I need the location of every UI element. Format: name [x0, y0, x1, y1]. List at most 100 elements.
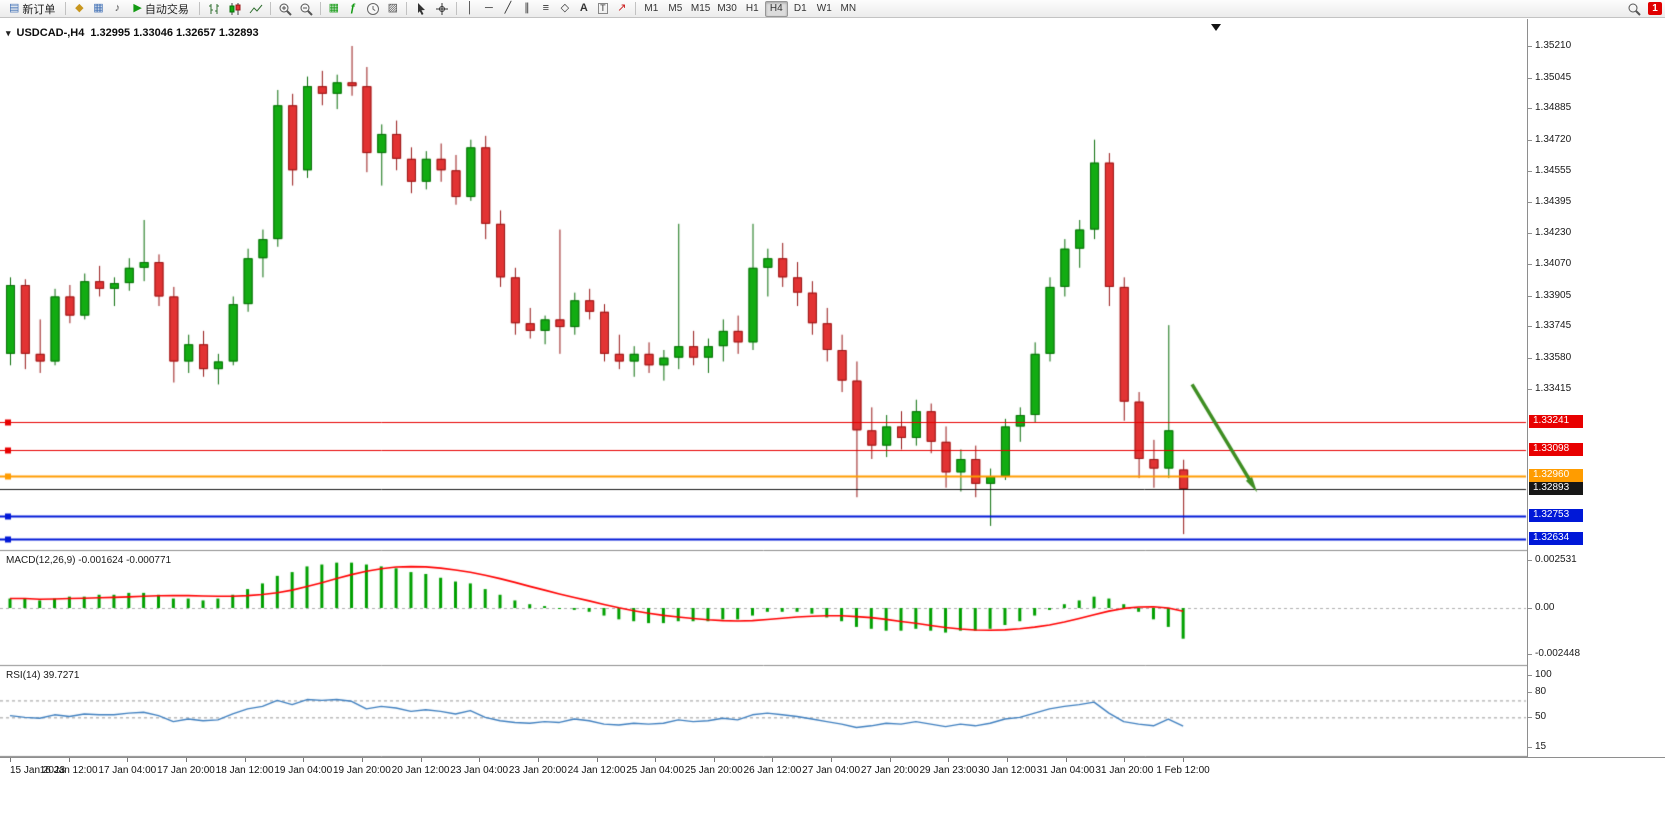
macd-axis-tick [1528, 608, 1532, 609]
toolbar-separator [269, 2, 271, 15]
rsi-axis-label: 15 [1535, 740, 1547, 752]
rsi-axis-tick [1528, 691, 1532, 693]
news-icon: ♪ [114, 2, 121, 14]
templates-button[interactable]: ▨ [384, 1, 402, 17]
new-order-button[interactable]: ▤ 新订单 [3, 1, 61, 17]
time-axis-label: 24 Jan 12:00 [567, 765, 626, 776]
time-axis-tick [127, 758, 129, 762]
bar-chart-button[interactable] [204, 1, 224, 17]
price-axis-tick [1528, 46, 1532, 47]
clock-icon [366, 2, 380, 16]
timeframe-h1-button[interactable]: H1 [741, 1, 764, 17]
price-axis-tick [1528, 77, 1532, 79]
label-tool-button[interactable]: T [594, 1, 612, 17]
time-axis[interactable]: 15 Jan 2023 16 Jan 12:00 17 Jan 04:00 17 Ja… [0, 757, 1665, 786]
rsi-axis-tick [1528, 717, 1532, 719]
toolbar-separator [405, 2, 407, 15]
shapes-tool-button[interactable]: ◇ [556, 1, 574, 17]
indicators-button[interactable]: ƒ [344, 1, 362, 17]
timeframe-w1-button[interactable]: W1 [813, 1, 836, 17]
trendline-icon: ╱ [504, 2, 512, 14]
crosshair-button[interactable] [432, 1, 452, 17]
search-button[interactable] [1624, 1, 1644, 17]
candlestick-chart-button[interactable] [225, 1, 245, 17]
time-axis-label: 18 Jan 12:00 [215, 765, 274, 776]
price-axis-label: 1.34395 [1535, 195, 1572, 207]
chart-shift-marker-icon[interactable] [1211, 24, 1221, 31]
timeframe-mn-button[interactable]: MN [837, 1, 860, 17]
rsi-axis-tick [1528, 746, 1532, 748]
price-chart-canvas[interactable] [0, 19, 1527, 757]
terminal-button[interactable]: ▦ [89, 1, 107, 17]
time-axis-tick [479, 758, 481, 762]
macd-axis-label: 0.00 [1535, 602, 1555, 613]
crosshair-icon [435, 2, 449, 16]
time-axis-label: 17 Jan 04:00 [98, 765, 157, 776]
one-click-trading-toggle[interactable]: ▾ [6, 27, 11, 38]
time-axis-tick [185, 758, 187, 762]
autotrade-label: 自动交易 [144, 3, 189, 16]
macd-axis-tick [1528, 560, 1532, 562]
price-axis-label: 1.34720 [1535, 133, 1572, 145]
macd-indicator-label: MACD(12,26,9) -0.001624 -0.000771 [6, 555, 172, 566]
text-tool-button[interactable]: A [575, 1, 593, 17]
timeframe-m5-button[interactable]: M5 [664, 1, 687, 17]
timeframe-d1-button[interactable]: D1 [789, 1, 812, 17]
arrows-tool-button[interactable]: ↗ [613, 1, 631, 17]
vertical-line-tool-button[interactable]: │ [461, 1, 479, 17]
time-axis-tick [596, 758, 598, 762]
channel-tool-button[interactable]: ∥ [518, 1, 536, 17]
timeframe-m30-button[interactable]: M30 [714, 1, 739, 17]
price-line-badge: 1.32753 [1529, 508, 1583, 522]
toolbar-separator [455, 2, 457, 15]
autotrade-button[interactable]: ▶ 自动交易 [127, 1, 194, 17]
time-axis-label: 23 Jan 20:00 [508, 765, 567, 776]
time-axis-tick [831, 758, 833, 762]
rsi-axis-tick [1528, 675, 1532, 676]
toolbar-right-group: 1 [1624, 1, 1662, 17]
time-axis-label: 25 Jan 04:00 [626, 765, 685, 776]
fibonacci-icon: ≡ [542, 2, 550, 14]
price-axis-tick [1528, 357, 1532, 359]
cursor-button[interactable] [411, 1, 431, 17]
price-axis-label: 1.33745 [1535, 320, 1572, 332]
price-line-badge: 1.32634 [1529, 531, 1583, 545]
time-axis-tick [655, 758, 657, 762]
price-line-badge: 1.32893 [1529, 482, 1583, 495]
time-axis-label: 30 Jan 12:00 [978, 765, 1036, 776]
zoom-out-button[interactable] [296, 1, 316, 17]
timeframe-m1-button[interactable]: M1 [640, 1, 663, 17]
rsi-axis-label: 50 [1535, 711, 1547, 723]
news-button[interactable]: ♪ [108, 1, 126, 17]
price-axis-label: 1.34885 [1535, 102, 1572, 114]
time-axis-tick [1124, 758, 1126, 762]
tile-windows-button[interactable]: ▦ [325, 1, 343, 17]
price-axis-tick [1528, 108, 1532, 110]
timeframe-h4-button[interactable]: H4 [764, 0, 788, 17]
arrow-tool-icon: ↗ [617, 2, 627, 14]
time-axis-tick [420, 758, 422, 762]
time-axis-label: 26 Jan 12:00 [743, 765, 802, 776]
trendline-tool-button[interactable]: ╱ [499, 1, 517, 17]
price-axis-label: 1.35210 [1535, 40, 1572, 51]
chart-ohlc: 1.32995 1.33046 1.32657 1.32893 [90, 27, 259, 39]
new-order-icon: ▤ [9, 2, 20, 14]
line-chart-button[interactable] [246, 1, 266, 17]
price-axis-tick [1528, 171, 1532, 173]
charts-button[interactable]: ◆ [70, 1, 88, 17]
notification-badge[interactable]: 1 [1648, 2, 1662, 15]
fibonacci-tool-button[interactable]: ≡ [537, 1, 555, 17]
time-axis-label: 31 Jan 04:00 [1036, 765, 1095, 776]
price-axis[interactable]: 1.35210 1.35045 1.34885 1.34720 1.34555 1.343… [1527, 19, 1665, 757]
zoom-in-button[interactable] [275, 1, 295, 17]
time-axis-label: 19 Jan 20:00 [332, 765, 391, 776]
terminal-icon: ▦ [93, 2, 104, 14]
timeframe-m15-button[interactable]: M15 [688, 1, 713, 17]
time-axis-tick [1183, 758, 1184, 762]
horizontal-line-tool-button[interactable]: ─ [480, 1, 498, 17]
time-axis-tick [361, 758, 363, 762]
time-axis-label: 23 Jan 04:00 [450, 765, 509, 776]
price-axis-tick [1528, 139, 1532, 141]
periods-button[interactable] [363, 1, 383, 17]
price-axis-label: 1.34230 [1535, 227, 1572, 239]
